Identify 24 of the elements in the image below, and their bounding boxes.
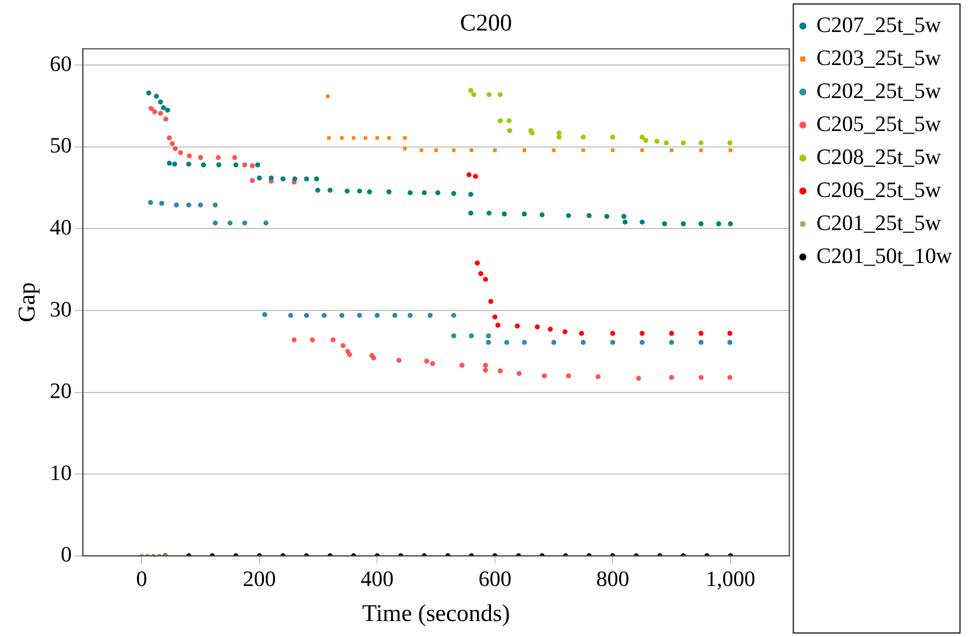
y-tick-label: 60 (50, 50, 72, 76)
legend-label: C207_25t_5w (816, 12, 942, 37)
legend-label: C203_25t_5w (816, 44, 942, 70)
y-tick-label: 40 (50, 214, 72, 240)
y-tick-label: 10 (50, 460, 72, 485)
y-tick-label: 20 (50, 378, 72, 404)
legend-label: C202_25t_5w (816, 78, 942, 103)
legend-label: C201_50t_10w (816, 242, 952, 268)
x-tick-label: 600 (478, 566, 512, 591)
y-tick-label: 50 (50, 132, 72, 158)
x-axis-title: Time (seconds) (362, 600, 510, 627)
x-tick-label: 400 (360, 566, 394, 591)
y-tick-label: 0 (60, 542, 72, 567)
legend-label: C201_25t_5w (816, 210, 942, 235)
x-tick-label: 800 (596, 566, 630, 591)
x-tick-label: 1,000 (706, 566, 756, 591)
x-tick-label: 200 (242, 566, 276, 591)
legend-label: C206_25t_5w (816, 176, 942, 202)
y-axis-title: Gap (14, 282, 41, 322)
x-tick-label: 0 (136, 566, 148, 591)
legend-label: C205_25t_5w (816, 110, 942, 136)
legend-label: C208_25t_5w (816, 144, 942, 169)
y-tick-label: 30 (50, 296, 72, 322)
chart-title: C200 (460, 10, 512, 37)
